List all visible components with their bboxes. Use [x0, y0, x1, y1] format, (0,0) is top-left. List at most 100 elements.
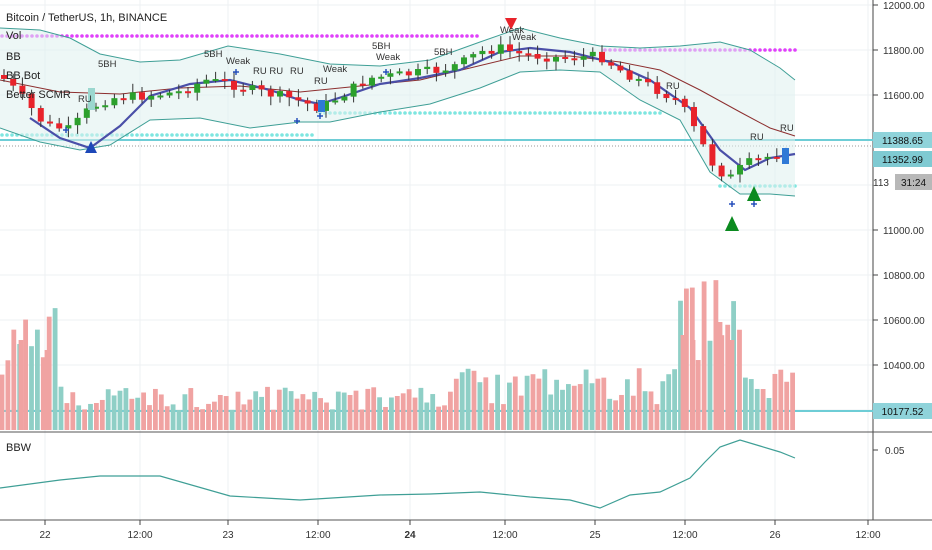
- support-dot: [275, 133, 279, 137]
- candle-body: [323, 100, 329, 111]
- x-tick-label: 12:00: [492, 530, 517, 541]
- volume-bar: [99, 399, 105, 430]
- resistance-dot: [420, 34, 424, 38]
- volume-bar: [595, 378, 601, 430]
- resistance-dot: [270, 34, 274, 38]
- resistance-dot: [150, 34, 154, 38]
- candle-body: [737, 164, 743, 175]
- indicator-bb[interactable]: BB: [6, 51, 21, 63]
- resistance-dot: [185, 34, 189, 38]
- price-tag-bg: [873, 132, 932, 148]
- support-dot: [155, 133, 159, 137]
- y-tick-label: 10400.00: [883, 361, 925, 372]
- volume-bar: [44, 350, 50, 430]
- support-dot: [220, 133, 224, 137]
- resistance-dot: [245, 34, 249, 38]
- volume-bar: [642, 391, 648, 430]
- candle-body: [451, 64, 458, 71]
- indicator-vol[interactable]: Vol: [6, 30, 22, 42]
- price-tag-bg: [873, 403, 932, 419]
- volume-bar: [11, 329, 17, 430]
- volume-bar: [200, 409, 205, 430]
- support-dot: [300, 133, 304, 137]
- volume-bar: [613, 400, 618, 430]
- candle-body: [267, 89, 274, 97]
- resistance-dot: [753, 48, 757, 52]
- volume-bar: [784, 381, 790, 430]
- support-dot: [215, 133, 219, 137]
- support-dot: [453, 111, 457, 115]
- resistance-dot: [95, 34, 99, 38]
- resistance-dot: [300, 34, 304, 38]
- candle-body: [387, 73, 394, 77]
- resistance-dot: [170, 34, 174, 38]
- signal-label: Weak: [323, 64, 347, 75]
- support-dot: [423, 111, 427, 115]
- support-dot: [498, 111, 502, 115]
- candle-body: [534, 53, 541, 59]
- candle-body: [543, 58, 550, 62]
- support-dot: [140, 133, 144, 137]
- resistance-dot: [100, 34, 104, 38]
- volume-bar: [743, 377, 748, 430]
- signal-label: RU: [78, 94, 92, 105]
- resistance-dot: [370, 34, 374, 38]
- resistance-dot: [235, 34, 239, 38]
- indicator-bb-bot[interactable]: BB Bot: [6, 70, 41, 82]
- volume-bar: [52, 308, 58, 430]
- candle-body: [28, 93, 35, 109]
- candle-body: [433, 66, 440, 73]
- volume-bar: [259, 396, 264, 430]
- support-dot: [295, 133, 299, 137]
- volume-bar: [394, 395, 400, 430]
- volume-bar: [164, 406, 170, 430]
- resistance-dot: [320, 34, 324, 38]
- volume-bar: [680, 335, 686, 430]
- support-dot: [428, 111, 432, 115]
- y-tick-label: 10600.00: [883, 316, 925, 327]
- resistance-dot: [230, 34, 234, 38]
- volume-bar: [70, 392, 76, 430]
- volume-bar: [347, 395, 353, 430]
- volume-bar: [717, 322, 723, 430]
- resistance-dot: [105, 34, 109, 38]
- resistance-dot: [160, 34, 164, 38]
- support-dot: [230, 133, 234, 137]
- support-dot: [383, 111, 387, 115]
- support-dot: [608, 111, 612, 115]
- candle-body: [369, 77, 375, 86]
- volume-bar: [524, 375, 530, 430]
- volume-bar: [235, 391, 241, 430]
- support-dot: [638, 111, 642, 115]
- resistance-dot: [145, 34, 149, 38]
- volume-bar: [182, 394, 188, 430]
- candle-body: [194, 83, 201, 93]
- volume-bar: [459, 372, 465, 430]
- candle-body: [359, 83, 366, 86]
- candle-body: [626, 70, 633, 80]
- candle-body: [19, 85, 26, 94]
- candle-body: [764, 156, 771, 159]
- resistance-dot: [455, 34, 459, 38]
- support-dot: [618, 111, 622, 115]
- support-dot: [718, 184, 722, 188]
- signal-label: RU: [290, 66, 304, 77]
- support-dot: [533, 111, 537, 115]
- support-dot: [180, 133, 184, 137]
- support-dot: [443, 111, 447, 115]
- volume-bar: [672, 369, 677, 430]
- support-dot: [285, 133, 289, 137]
- candle-body: [120, 98, 127, 101]
- bbw-tick-label: 0.05: [885, 446, 905, 457]
- resistance-dot: [390, 34, 394, 38]
- indicator-better-scmr[interactable]: Better SCMR: [6, 89, 71, 101]
- volume-bar: [212, 401, 217, 430]
- support-dot: [190, 133, 194, 137]
- support-dot: [160, 133, 164, 137]
- candle-body: [415, 69, 421, 76]
- resistance-dot: [215, 34, 219, 38]
- resistance-dot: [140, 34, 144, 38]
- candle-body: [599, 51, 605, 63]
- candle-body: [589, 51, 596, 57]
